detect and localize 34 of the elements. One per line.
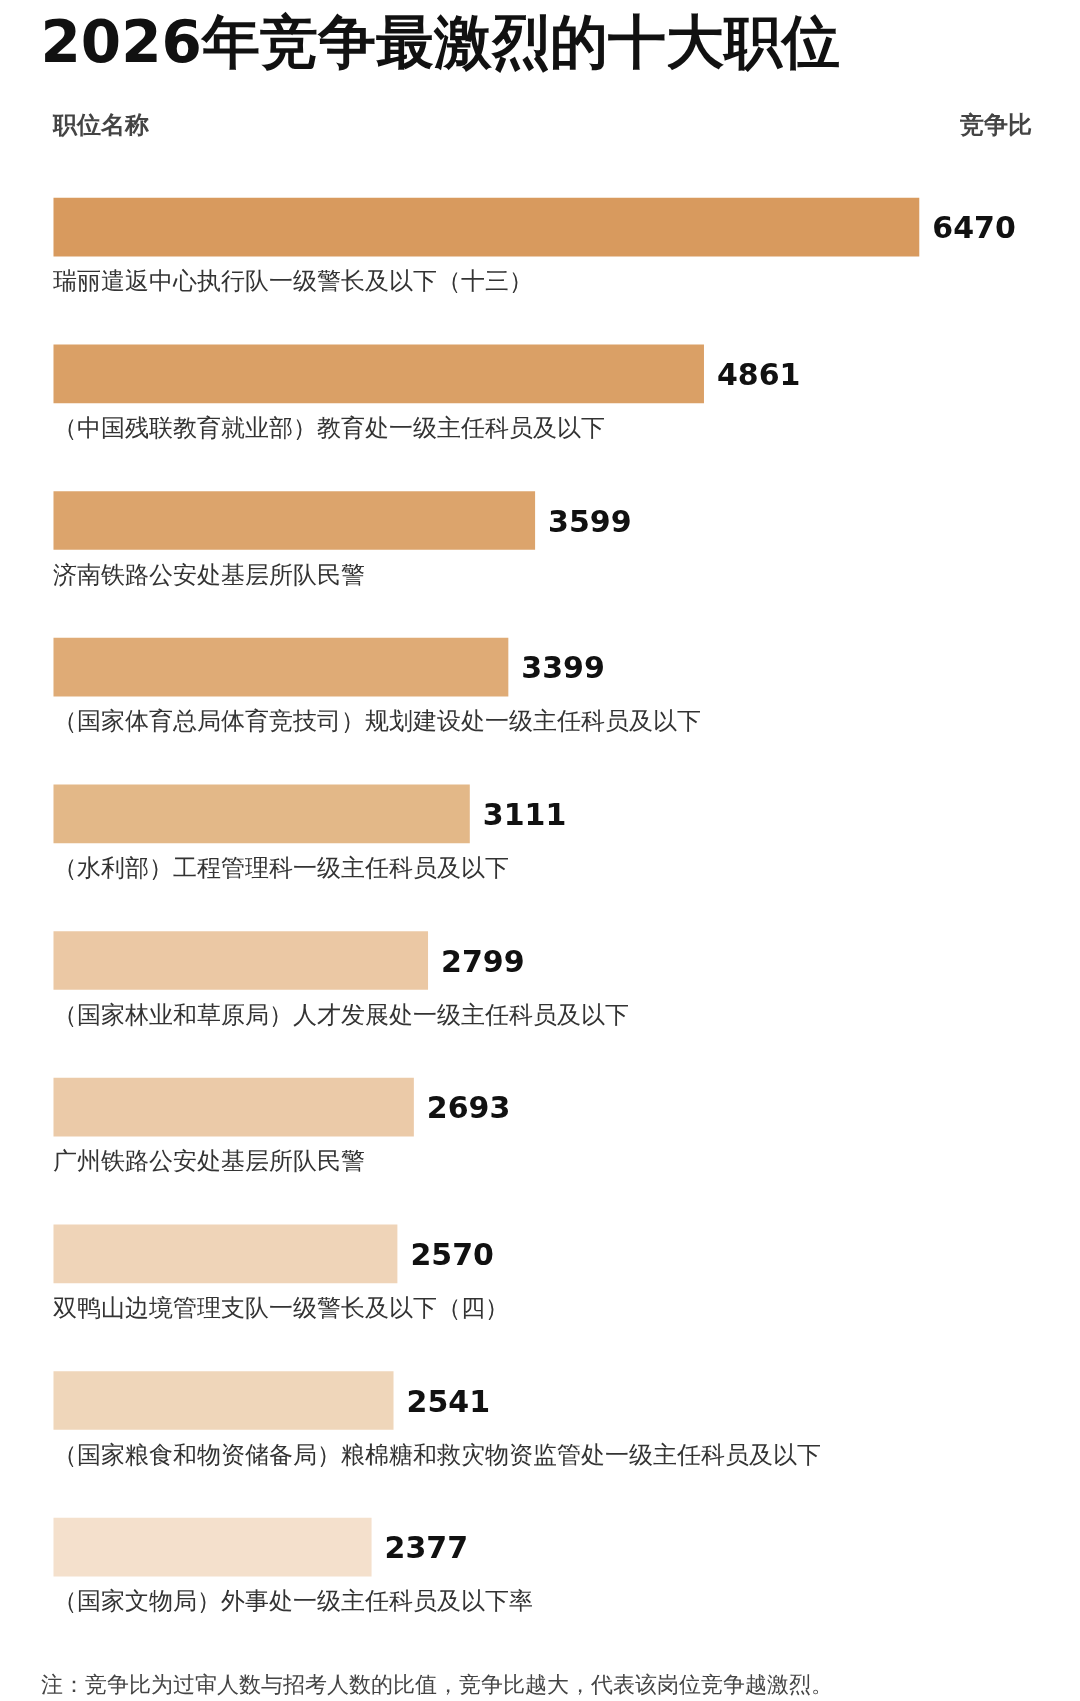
y-tick-label: 双鸭山边境管理支队一级警长及以下（四） <box>53 1294 510 1323</box>
chart-title: 2026年竞争最激烈的十大职位 <box>40 7 840 76</box>
data-label: 3111 <box>482 796 567 832</box>
bar <box>53 197 920 257</box>
text: 职位名称 <box>52 110 150 139</box>
bar <box>53 1077 414 1137</box>
y-tick-label: 瑞丽遣返中心执行队一级警长及以下（十三） <box>53 267 534 296</box>
data-label: 2693 <box>426 1090 511 1126</box>
data-label: 6470 <box>932 210 1016 246</box>
y-tick-label: （国家林业和草原局）人才发展处一级主任科员及以下 <box>53 1000 630 1029</box>
data-label: 2570 <box>410 1236 494 1272</box>
bar <box>53 344 704 404</box>
annotation: 注：竞争比为过审人数与招考人数的比值，竞争比越大，代表该岗位竞争越激烈。 <box>40 1671 833 1697</box>
data-label: 2541 <box>406 1383 490 1419</box>
y-tick-label: （国家体育总局体育竞技司）规划建设处一级主任科员及以下 <box>53 707 702 736</box>
y-tick-label: （国家粮食和物资储备局）粮棉糖和救灾物资监管处一级主任科员及以下 <box>53 1440 822 1469</box>
y-tick-label: 济南铁路公安处基层所队民警 <box>53 560 366 589</box>
bar <box>53 491 536 550</box>
data-label: 2799 <box>441 943 525 979</box>
bar <box>53 931 429 990</box>
y-tick-label: （中国残联教育就业部）教育处一级主任科员及以下 <box>53 414 606 443</box>
data-label: 3399 <box>521 650 605 686</box>
y-tick-label: （水利部）工程管理科一级主任科员及以下 <box>53 854 510 883</box>
bar <box>53 784 470 844</box>
bar <box>53 1371 394 1430</box>
y-tick-label: （国家文物局）外事处一级主任科员及以下率 <box>53 1587 534 1616</box>
data-label: 2377 <box>384 1530 469 1566</box>
data-label: 4861 <box>716 356 801 392</box>
bar <box>53 1517 372 1577</box>
text: 竞争比 <box>958 110 1032 139</box>
y-tick-label: 广州铁路公安处基层所队民警 <box>53 1147 366 1176</box>
bar <box>53 1224 398 1284</box>
data-label: 3599 <box>548 503 632 539</box>
bar <box>53 637 509 697</box>
